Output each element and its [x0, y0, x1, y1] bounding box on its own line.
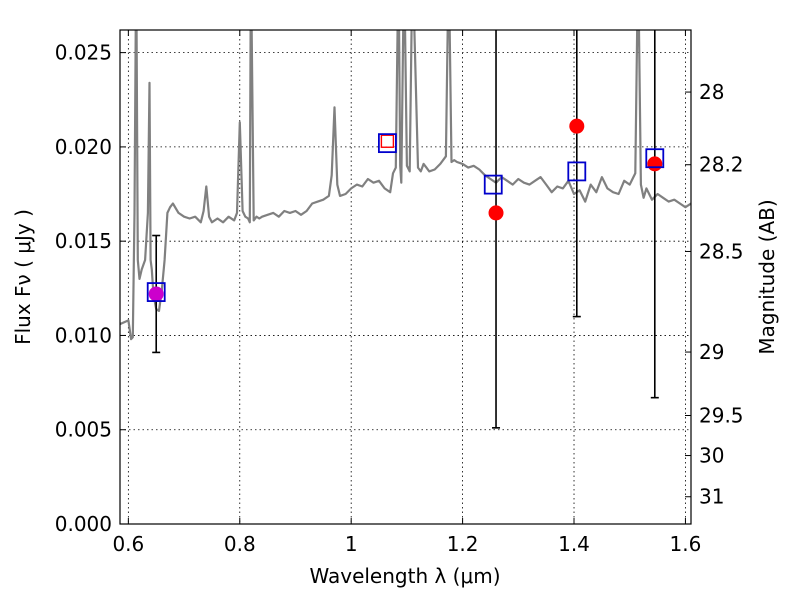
- x-tick-label: 1.6: [670, 532, 702, 556]
- x-axis-title: Wavelength λ (μm): [309, 564, 500, 588]
- observed-point: [569, 118, 585, 134]
- y-tick-label: 0.010: [55, 323, 112, 347]
- y-tick-label: 0.015: [55, 229, 112, 253]
- y2-tick-label: 28: [699, 80, 724, 104]
- x-tick-label: 0.8: [224, 532, 256, 556]
- data-layer: [120, 30, 691, 429]
- model-photometry-point: [645, 148, 665, 169]
- y-axis-title: Flux Fν ( μJy ): [11, 209, 35, 345]
- y-tick-label: 0.005: [55, 418, 112, 442]
- plot-frame: [119, 29, 692, 525]
- y-tick-label: 0.025: [55, 41, 112, 65]
- y2-tick-label: 28.5: [699, 239, 744, 263]
- observed-point: [488, 205, 504, 221]
- y2-tick-label: 30: [699, 444, 724, 468]
- model-photometry-point: [567, 161, 587, 182]
- y2-tick-label: 29: [699, 340, 724, 364]
- y2-tick-label: 28.2: [699, 153, 744, 177]
- x-tick-label: 1.4: [558, 532, 590, 556]
- observed-point: [380, 134, 395, 148]
- y2-axis-title: Magnitude (AB): [755, 199, 779, 354]
- x-tick-label: 1: [345, 532, 358, 556]
- observed-point: [148, 286, 164, 302]
- model-photometry-point: [483, 174, 503, 195]
- axes: 0.6 0.8 1 1.2 1.4 1.6 0.000 0.005 0.010 0.015 0.02…: [55, 30, 744, 556]
- y2-tick-label: 29.5: [699, 404, 744, 428]
- observed-point: [647, 156, 663, 172]
- model-photometry-point: [377, 133, 397, 154]
- y-tick-label: 0.000: [55, 512, 112, 536]
- x-tick-label: 1.2: [447, 532, 479, 556]
- model-photometry-point: [146, 282, 166, 302]
- y2-tick-label: 31: [699, 485, 724, 509]
- x-tick-label: 0.6: [112, 532, 144, 556]
- y-tick-label: 0.020: [55, 135, 112, 159]
